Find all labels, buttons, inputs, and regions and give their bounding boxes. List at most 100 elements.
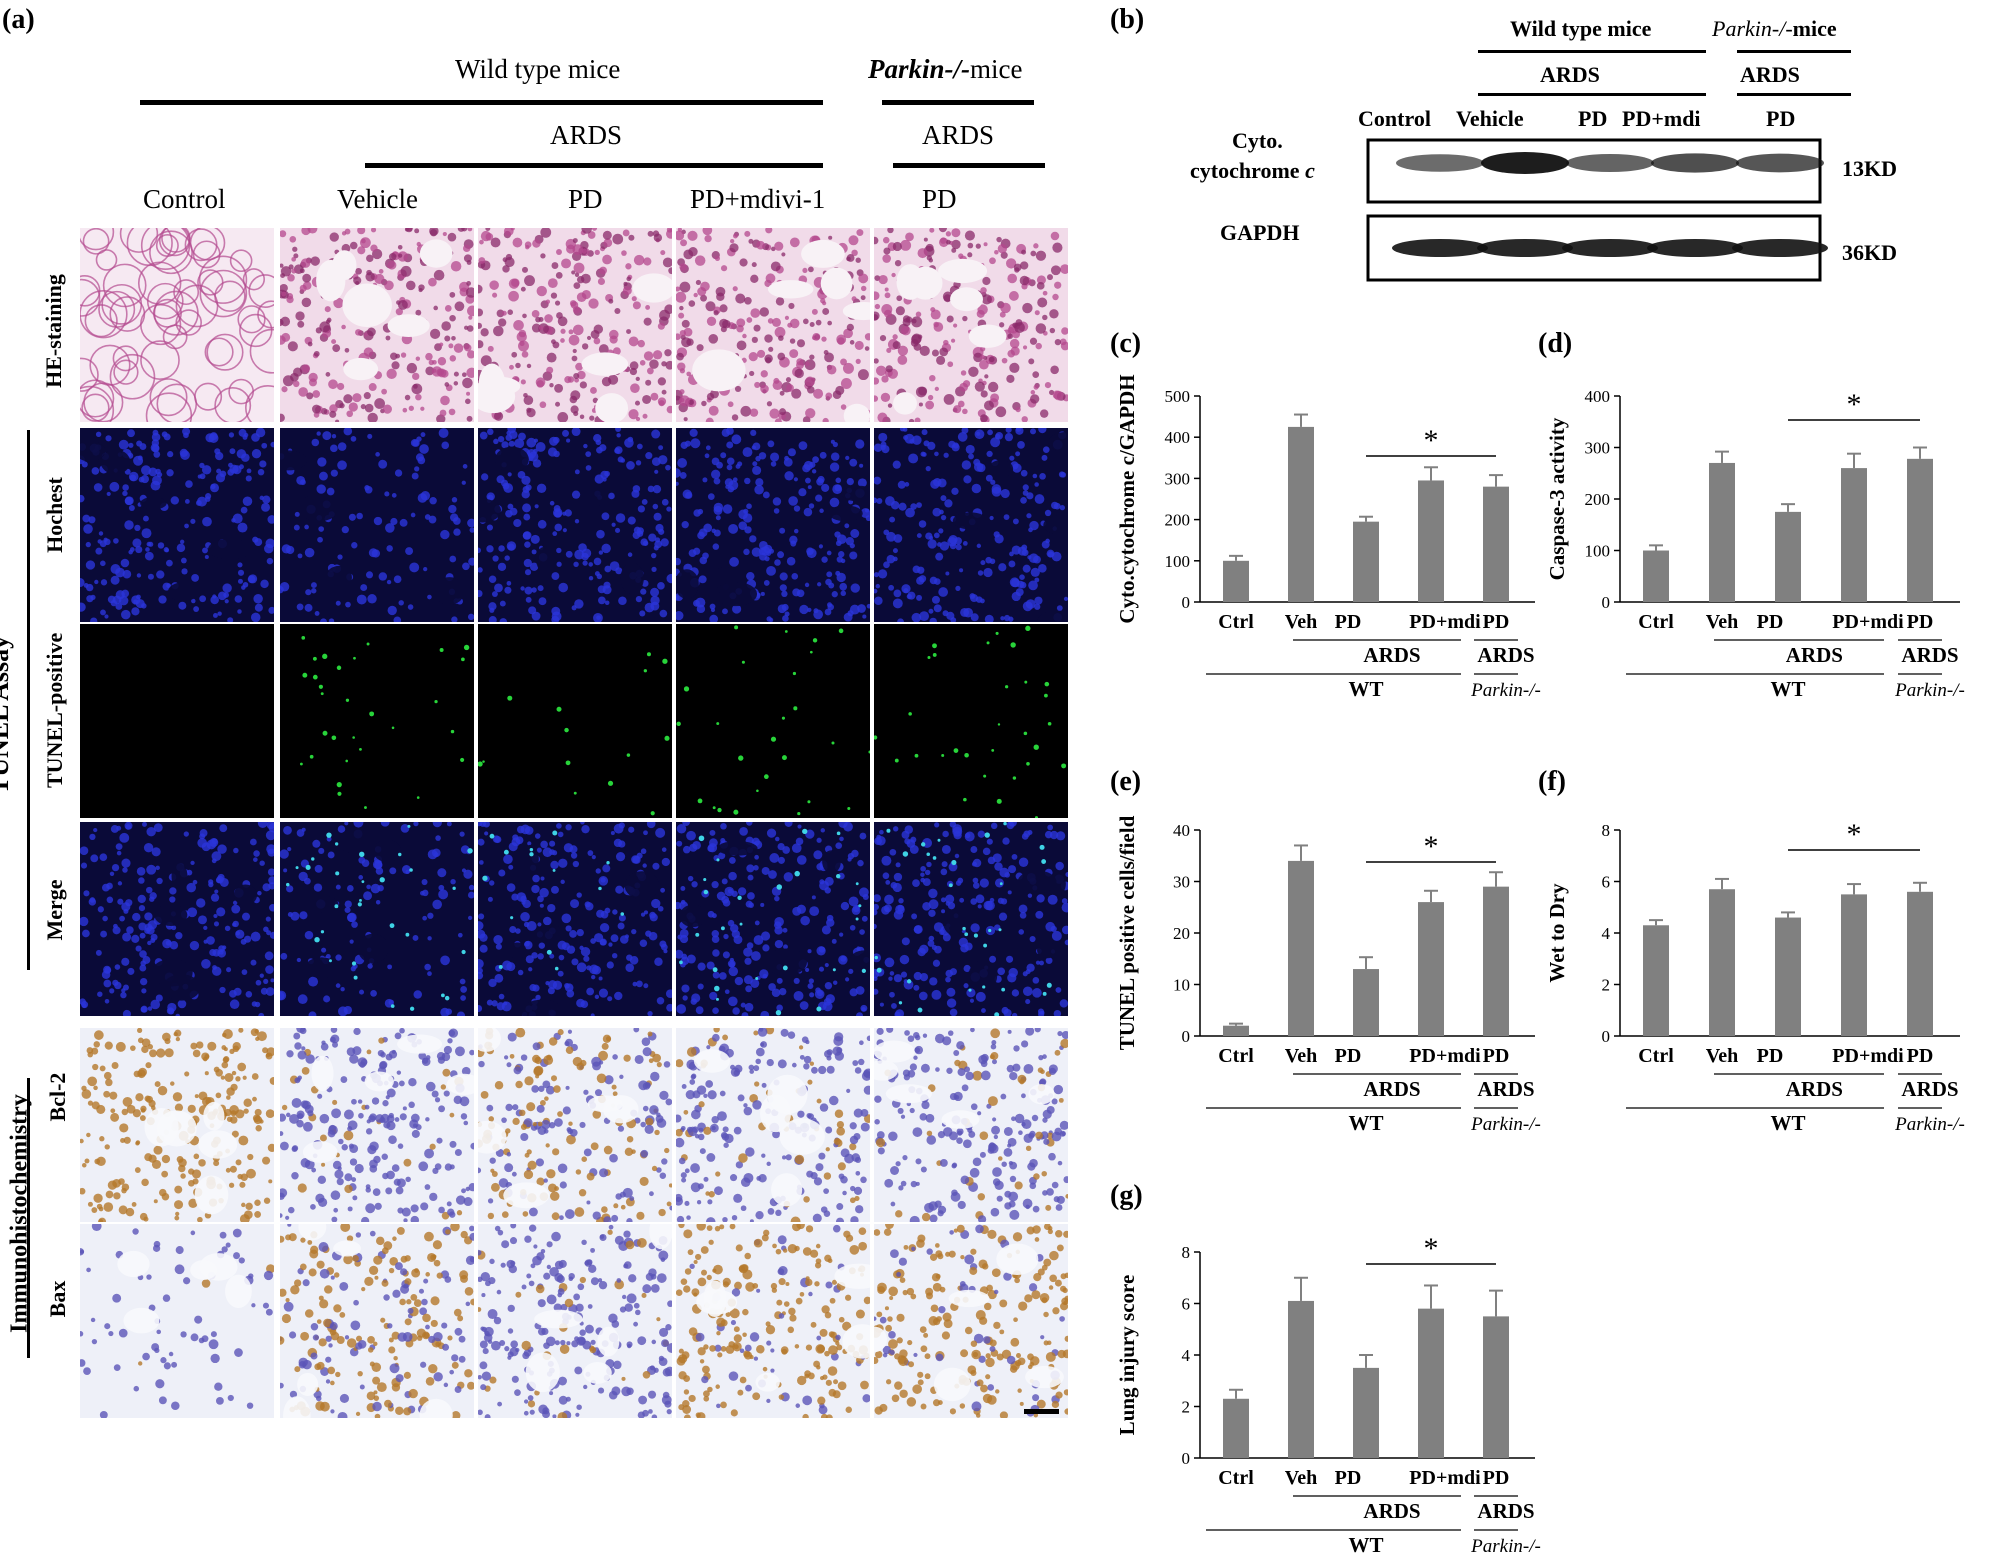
y-tick-label: 8 bbox=[1602, 821, 1611, 840]
col-label-vehicle: Vehicle bbox=[337, 184, 418, 214]
y-tick-label: 2 bbox=[1602, 976, 1611, 995]
micrograph-ihc1-col2 bbox=[478, 1028, 672, 1222]
group-parkin: Parkin-/- bbox=[1470, 1114, 1541, 1135]
b-lane-pd-parkin: PD bbox=[1766, 106, 1796, 131]
row-label-tunel: TUNEL-positive bbox=[42, 632, 67, 788]
b-lane-pd: PD bbox=[1578, 106, 1608, 131]
y-tick-label: 8 bbox=[1182, 1243, 1191, 1262]
micrograph-ihc2-col1 bbox=[280, 1224, 474, 1418]
bar-PD bbox=[1775, 917, 1801, 1036]
y-tick-label: 20 bbox=[1173, 924, 1190, 943]
y-tick-label: 100 bbox=[1585, 542, 1611, 561]
b-row1-label-text: cytochrome bbox=[1190, 158, 1306, 183]
rule-wt bbox=[140, 100, 823, 105]
micrograph-tunel-col1 bbox=[280, 624, 474, 818]
x-tick-label: PD bbox=[1483, 611, 1510, 633]
y-tick-label: 4 bbox=[1602, 924, 1611, 943]
significance-star: * bbox=[1424, 1232, 1439, 1265]
parkin-italic: Parkin-/- bbox=[868, 54, 971, 84]
rule-ards-parkin bbox=[893, 163, 1045, 168]
y-tick-label: 200 bbox=[1165, 511, 1191, 530]
row-label-he: HE-staining bbox=[41, 274, 66, 388]
bar-Ctrl bbox=[1643, 550, 1669, 602]
band-cytoc-3 bbox=[1651, 153, 1739, 173]
panel-b-header-parkin: Parkin-/-mice bbox=[1712, 16, 1837, 42]
micrograph-tunel-col2 bbox=[478, 624, 672, 818]
band-gapdh-4 bbox=[1732, 239, 1828, 257]
y-tick-label: 40 bbox=[1173, 821, 1190, 840]
bar-PD bbox=[1483, 1316, 1509, 1458]
b-row2-label: GAPDH bbox=[1220, 220, 1300, 245]
group-label-tunel: TUNEL Assay bbox=[0, 635, 14, 795]
y-axis-label: Wet to Dry bbox=[1545, 883, 1569, 983]
bar-PD+mdi bbox=[1418, 1308, 1444, 1458]
b-row1-label-italic: c bbox=[1305, 158, 1315, 183]
panel-a-ards-parkin: ARDS bbox=[922, 120, 995, 150]
group-parkin: Parkin-/- bbox=[1894, 680, 1965, 701]
y-tick-label: 200 bbox=[1585, 490, 1611, 509]
group-ards: ARDS bbox=[1786, 643, 1843, 667]
bar-Ctrl bbox=[1223, 1025, 1249, 1036]
b-rule-ards-parkin bbox=[1737, 93, 1851, 96]
x-tick-label: Veh bbox=[1285, 611, 1318, 633]
row-label-merge: Merge bbox=[42, 879, 67, 941]
micrograph-ihc1-col0 bbox=[80, 1028, 274, 1222]
micrograph-hoechst-col2 bbox=[478, 428, 672, 622]
b-rule-ards-wt bbox=[1478, 93, 1706, 96]
bar-PD+mdi bbox=[1841, 894, 1867, 1036]
group-ards-parkin: ARDS bbox=[1901, 1077, 1958, 1101]
bar-PD+mdi bbox=[1841, 468, 1867, 602]
micrograph-he-col2 bbox=[478, 228, 672, 422]
micrograph-he-col1 bbox=[280, 228, 474, 422]
x-tick-label: Veh bbox=[1285, 1467, 1318, 1489]
y-tick-label: 0 bbox=[1182, 1027, 1191, 1046]
y-tick-label: 500 bbox=[1165, 387, 1191, 406]
b-lane-vehicle: Vehicle bbox=[1456, 106, 1524, 131]
band-cytoc-0 bbox=[1396, 154, 1484, 172]
bar-Ctrl bbox=[1223, 560, 1249, 602]
x-tick-label: Veh bbox=[1706, 611, 1739, 633]
panel-a-letter: (a) bbox=[2, 4, 35, 35]
micrograph-hoechst-col1 bbox=[280, 428, 474, 622]
x-tick-label: PD+mdi bbox=[1409, 1467, 1481, 1489]
panel-a-header-wt: Wild type mice bbox=[455, 54, 621, 84]
micrograph-ihc1-col3 bbox=[676, 1028, 870, 1222]
x-tick-label: PD+mdi bbox=[1409, 1045, 1481, 1067]
row-label-bcl2: Bcl-2 bbox=[45, 1072, 70, 1122]
band-gapdh-0 bbox=[1392, 239, 1488, 257]
group-wt: WT bbox=[1348, 1533, 1383, 1557]
group-parkin: Parkin-/- bbox=[1470, 1536, 1541, 1557]
bar-Veh bbox=[1709, 889, 1735, 1036]
micrograph-merge-col1 bbox=[280, 822, 474, 1016]
group-rule-ihc bbox=[27, 1078, 30, 1358]
micrograph-ihc1-col4 bbox=[874, 1028, 1068, 1222]
bar-Veh bbox=[1288, 426, 1314, 602]
micrograph-hoechst-col4 bbox=[874, 428, 1068, 622]
b-parkin-italic: Parkin-/- bbox=[1712, 16, 1793, 41]
y-tick-label: 0 bbox=[1602, 593, 1611, 612]
micrograph-tunel-col4 bbox=[874, 624, 1068, 818]
chart-e: 0 10 20 30 40 TUNEL positive cells/field Ctrl V… bbox=[1115, 815, 1541, 1135]
x-tick-label: PD bbox=[1757, 611, 1784, 633]
b-row1-label-1: Cyto. bbox=[1232, 128, 1283, 153]
parkin-mice: mice bbox=[970, 54, 1023, 84]
y-tick-label: 10 bbox=[1173, 976, 1190, 995]
band-cytoc-1 bbox=[1481, 152, 1569, 174]
b-rule-wt bbox=[1478, 50, 1706, 53]
micrograph-merge-col0 bbox=[80, 822, 274, 1016]
x-tick-label: PD+mdi bbox=[1409, 611, 1481, 633]
y-tick-label: 300 bbox=[1585, 439, 1611, 458]
panel-c-letter: (c) bbox=[1110, 328, 1142, 359]
panel-a-ards-wt: ARDS bbox=[550, 120, 623, 150]
row-label-hochest: Hochest bbox=[42, 477, 67, 553]
group-parkin: Parkin-/- bbox=[1470, 680, 1541, 701]
bar-PD bbox=[1907, 891, 1933, 1036]
y-axis-label: TUNEL positive cells/field bbox=[1115, 815, 1139, 1050]
group-ards-parkin: ARDS bbox=[1477, 1077, 1534, 1101]
group-rule-tunel bbox=[27, 430, 30, 970]
y-tick-label: 0 bbox=[1182, 1449, 1191, 1468]
y-tick-label: 6 bbox=[1602, 873, 1611, 892]
micrograph-hoechst-col3 bbox=[676, 428, 870, 622]
bar-Veh bbox=[1288, 1300, 1314, 1458]
